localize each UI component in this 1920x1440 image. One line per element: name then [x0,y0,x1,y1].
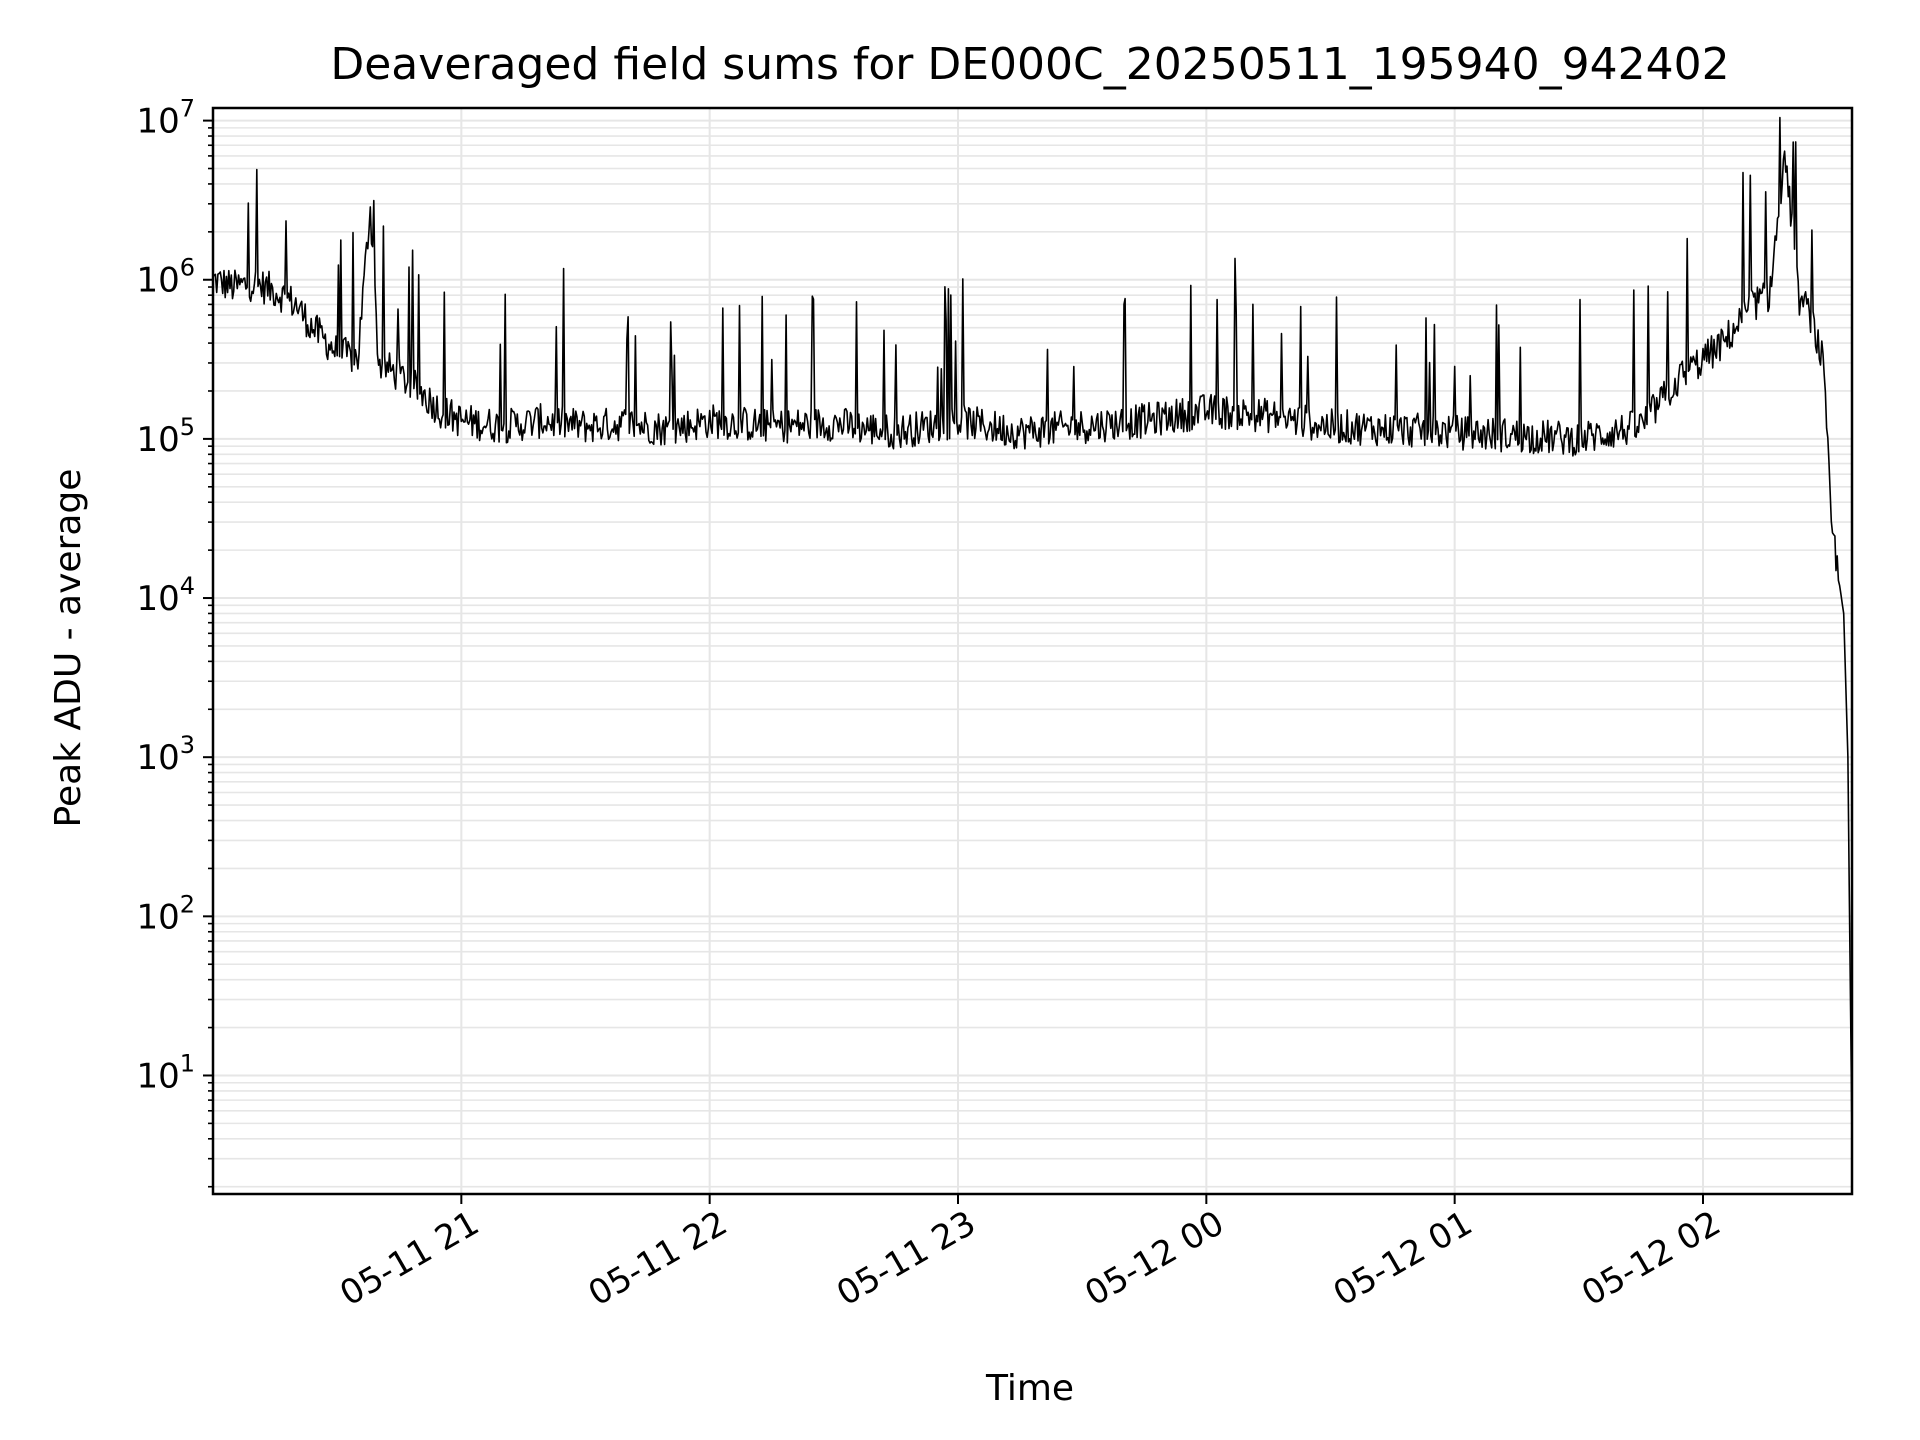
y-axis: 101 102 103 104 105 106 107 [136,95,213,1188]
y-tick-label: 102 [136,890,195,937]
x-axis-label: Time [985,1368,1074,1409]
y-tick-label: 103 [136,731,195,778]
x-tick-label: 05-11 21 [333,1203,485,1314]
series-group [212,116,1853,1139]
x-tick-label: 05-11 23 [830,1203,982,1314]
y-axis-label: Peak ADU - average [48,469,89,828]
plot-frame [211,106,1854,1196]
y-tick-label: 106 [136,254,195,301]
chart-title: Deaveraged field sums for DE000C_2025051… [330,39,1729,90]
x-tick-label: 05-12 01 [1327,1203,1479,1314]
x-tick-label: 05-12 00 [1078,1203,1230,1314]
x-axis: 05-11 21 05-11 22 05-11 23 05-12 00 05-12 01… [333,1194,1728,1314]
y-tick-label: 107 [136,95,195,142]
y-tick-label: 104 [136,572,195,619]
x-tick-label: 05-11 22 [582,1203,734,1314]
y-tick-label: 105 [136,413,195,460]
x-tick-label: 05-12 02 [1575,1203,1727,1314]
series-line [212,116,1853,1139]
y-tick-label: 101 [136,1049,195,1096]
grid [213,108,1852,1194]
